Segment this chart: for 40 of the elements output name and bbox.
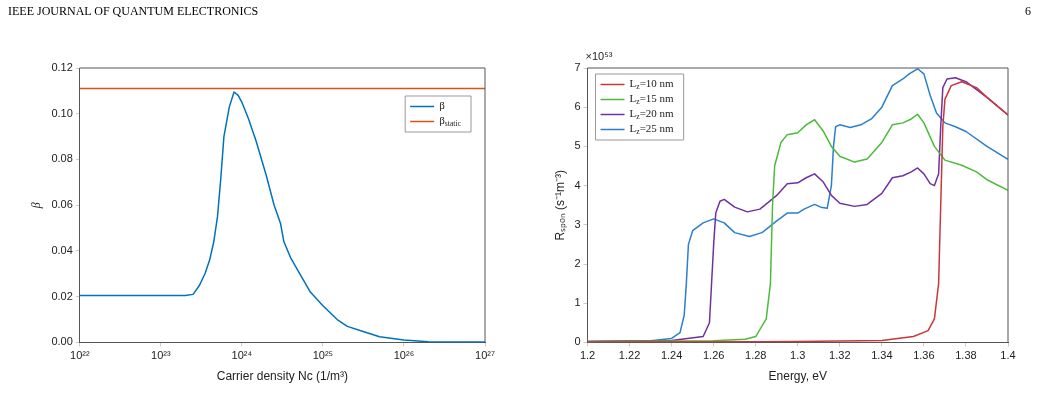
y-tick-label: 2: [574, 257, 581, 270]
x-tick-label: 10²⁴: [231, 349, 253, 362]
y-tick-label: 1: [574, 296, 581, 309]
text: ×10⁵³: [585, 50, 613, 62]
text: IEEE JOURNAL OF QUANTUM ELECTRONICS: [8, 4, 259, 19]
y-axis-title: β: [29, 202, 44, 210]
x-tick-label: 1.3: [790, 349, 806, 362]
y-tick-label: 4: [574, 178, 581, 191]
y-tick-label: 0.10: [51, 106, 73, 119]
text: 6: [1025, 4, 1031, 19]
x-tick-label: 10²²: [70, 349, 90, 362]
y-tick-label: 0.00: [51, 335, 73, 348]
y-tick-label: 3: [574, 217, 581, 230]
y-tick-label: 0.06: [51, 198, 73, 211]
x-tick-label: 10²⁷: [475, 349, 495, 362]
x-tick-label: 1.4: [1000, 349, 1016, 362]
x-tick-label: 1.38: [955, 349, 977, 362]
legend-label: β: [439, 99, 446, 112]
y-tick-label: 0.02: [51, 289, 73, 302]
y-tick-label: 5: [574, 139, 581, 152]
x-tick-label: 1.36: [913, 349, 935, 362]
y-tick-label: 0.04: [51, 243, 73, 256]
x-tick-label: 1.34: [871, 349, 893, 362]
y-axis-title: Rₛₚₒₙ (s⁻¹m⁻³): [552, 169, 567, 241]
x-tick-label: 1.32: [829, 349, 851, 362]
y-tick-label: 7: [574, 61, 581, 74]
x-tick-label: 1.24: [660, 349, 683, 362]
y-tick-label: 0.08: [51, 152, 73, 165]
x-tick-label: 10²³: [151, 349, 171, 362]
x-tick-label: 1.26: [702, 349, 725, 362]
x-axis-title: Energy, eV: [768, 369, 827, 384]
x-tick-label: 1.28: [745, 349, 767, 362]
x-tick-label: 10²⁵: [312, 349, 334, 362]
y-tick-label: 6: [574, 100, 581, 113]
x-tick-label: 10²⁶: [393, 349, 415, 362]
y-tick-label: 0: [574, 335, 581, 348]
y-tick-label: 0.12: [51, 61, 73, 74]
x-tick-label: 1.22: [618, 349, 641, 362]
x-tick-label: 1.2: [579, 349, 596, 362]
x-axis-title: Carrier density Nc (1/m³): [216, 369, 349, 384]
